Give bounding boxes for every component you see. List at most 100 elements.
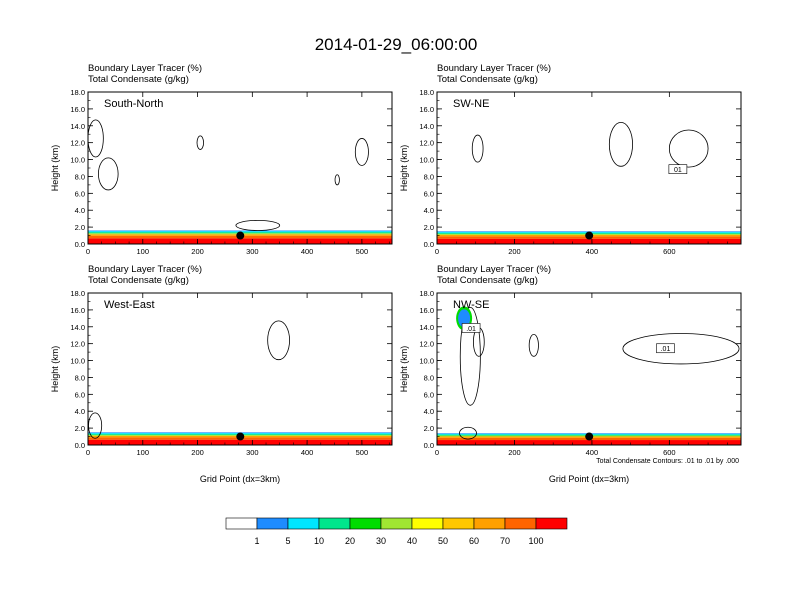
y-tick-label: 0.0 <box>424 240 434 249</box>
y-tick-label: 4.0 <box>424 407 434 416</box>
panel-title-line-1: Boundary Layer Tracer (%) <box>88 63 202 74</box>
contour-label-group: .01 <box>461 323 481 333</box>
y-tick-label: 2.0 <box>75 223 85 232</box>
panel-label: South-North <box>104 98 163 110</box>
x-tick-label: 300 <box>246 448 259 457</box>
y-tick-label: 8.0 <box>424 172 434 181</box>
y-tick-label: 4.0 <box>424 206 434 215</box>
tracer-plume-core <box>458 309 471 328</box>
x-tick-label: 600 <box>663 448 676 457</box>
x-tick-label: 0 <box>86 448 90 457</box>
y-tick-label: 10.0 <box>419 357 434 366</box>
y-tick-label: 8.0 <box>424 373 434 382</box>
panel-nw-se: .01 .01 0.0 2.0 4.0 6.0 8.0 10.0 12.0 14.0 16.0 18.… <box>399 264 742 484</box>
colorbar-cell <box>504 517 537 530</box>
y-tick-label: 18.0 <box>70 289 85 298</box>
condensate-contour <box>88 412 103 439</box>
tracer-band <box>437 238 741 244</box>
panel-title-line-1: Boundary Layer Tracer (%) <box>437 264 551 275</box>
x-tick-label: 500 <box>356 247 369 256</box>
x-axis-title: Grid Point (dx=3km) <box>549 474 629 484</box>
contour-label-box <box>668 164 688 174</box>
y-axis-title: Height (km) <box>399 145 409 192</box>
contour-label-group: 01 <box>668 164 688 174</box>
contour-label-box <box>461 323 481 333</box>
contour-label: .01 <box>466 326 476 333</box>
x-tick-label: 200 <box>508 247 521 256</box>
condensate-contour <box>459 426 477 440</box>
y-tick-label: 6.0 <box>75 390 85 399</box>
x-tick-label: 400 <box>301 448 314 457</box>
condensate-contour <box>196 135 204 150</box>
x-tick-label: 0 <box>86 247 90 256</box>
x-tick-label: 600 <box>663 247 676 256</box>
y-tick-label: 12.0 <box>70 139 85 148</box>
y-tick-label: 16.0 <box>70 105 85 114</box>
y-tick-label: 0.0 <box>424 441 434 450</box>
condensate-contour <box>622 333 740 365</box>
y-tick-label: 14.0 <box>70 323 85 332</box>
y-tick-label: 6.0 <box>424 189 434 198</box>
figure-title: 2014-01-29_06:00:00 <box>315 35 478 54</box>
panel-label: SW-NE <box>453 98 489 110</box>
colorbar-label: 50 <box>438 536 448 546</box>
colorbar-label: 70 <box>500 536 510 546</box>
y-tick-label: 0.0 <box>75 240 85 249</box>
y-tick-label: 2.0 <box>424 223 434 232</box>
x-tick-label: 400 <box>301 247 314 256</box>
colorbar-label: 100 <box>528 536 543 546</box>
panel-title-line-2: Total Condensate (g/kg) <box>88 275 189 286</box>
colorbar-label: 60 <box>469 536 479 546</box>
x-tick-label: 0 <box>435 448 439 457</box>
location-marker <box>236 432 245 441</box>
colorbar-cell <box>380 517 413 530</box>
y-tick-label: 6.0 <box>75 189 85 198</box>
tracer-band <box>437 440 741 445</box>
panel-west-east: 0.0 2.0 4.0 6.0 8.0 10.0 12.0 14.0 16.0 18.0 0 100 2… <box>50 264 393 484</box>
colorbar-label: 5 <box>285 536 290 546</box>
colorbar-cell <box>225 517 258 530</box>
y-tick-label: 14.0 <box>419 122 434 131</box>
y-tick-label: 16.0 <box>419 306 434 315</box>
y-axis-title: Height (km) <box>50 145 60 192</box>
colorbar-cell <box>442 517 475 530</box>
plot-frame <box>436 91 742 245</box>
condensate-contour <box>608 122 633 167</box>
colorbar-label: 40 <box>407 536 417 546</box>
y-tick-label: 10.0 <box>419 156 434 165</box>
location-marker <box>236 231 245 240</box>
x-tick-label: 200 <box>508 448 521 457</box>
colorbar-cell <box>535 517 568 530</box>
condensate-contour <box>528 333 539 357</box>
panel-label: West-East <box>104 299 155 311</box>
y-tick-label: 8.0 <box>75 373 85 382</box>
tracer-band <box>88 238 392 244</box>
panels-container: 0.0 2.0 4.0 6.0 8.0 10.0 12.0 14.0 16.0 18.0 0 1 0 0 2… <box>50 63 742 484</box>
y-tick-label: 12.0 <box>70 340 85 349</box>
panel-south-north: 0.0 2.0 4.0 6.0 8.0 10.0 12.0 14.0 16.0 18.0 0 100 2… <box>50 63 393 256</box>
condensate-contour <box>334 174 340 186</box>
contour-label: 01 <box>674 167 682 174</box>
x-tick-label: 200 <box>191 448 204 457</box>
contour-footnote: Total Condensate Contours: .01 to .01 by… <box>596 458 739 465</box>
condensate-contour <box>98 157 119 191</box>
panel-label: NW-SE <box>453 299 489 311</box>
colorbar-cell <box>411 517 444 530</box>
contour-label: .01 <box>661 346 671 353</box>
contour-label-group: .01 <box>656 343 675 353</box>
condensate-contour <box>668 129 709 168</box>
colorbar: 1 5 10 20 30 40 50 60 70 100 <box>225 517 568 546</box>
plot-frame <box>436 292 742 446</box>
y-tick-label: 2.0 <box>75 424 85 433</box>
colorbar-cell <box>349 517 382 530</box>
y-axis-title: Height (km) <box>399 346 409 393</box>
y-axis-title: Height (km) <box>50 346 60 393</box>
y-tick-label: 6.0 <box>424 390 434 399</box>
x-axis-title: Grid Point (dx=3km) <box>200 474 280 484</box>
y-tick-label: 18.0 <box>419 88 434 97</box>
x-tick-label: 400 <box>586 247 599 256</box>
panel-title-line-2: Total Condensate (g/kg) <box>437 275 538 286</box>
y-tick-label: 4.0 <box>75 407 85 416</box>
x-tick-label: 0 <box>435 247 439 256</box>
